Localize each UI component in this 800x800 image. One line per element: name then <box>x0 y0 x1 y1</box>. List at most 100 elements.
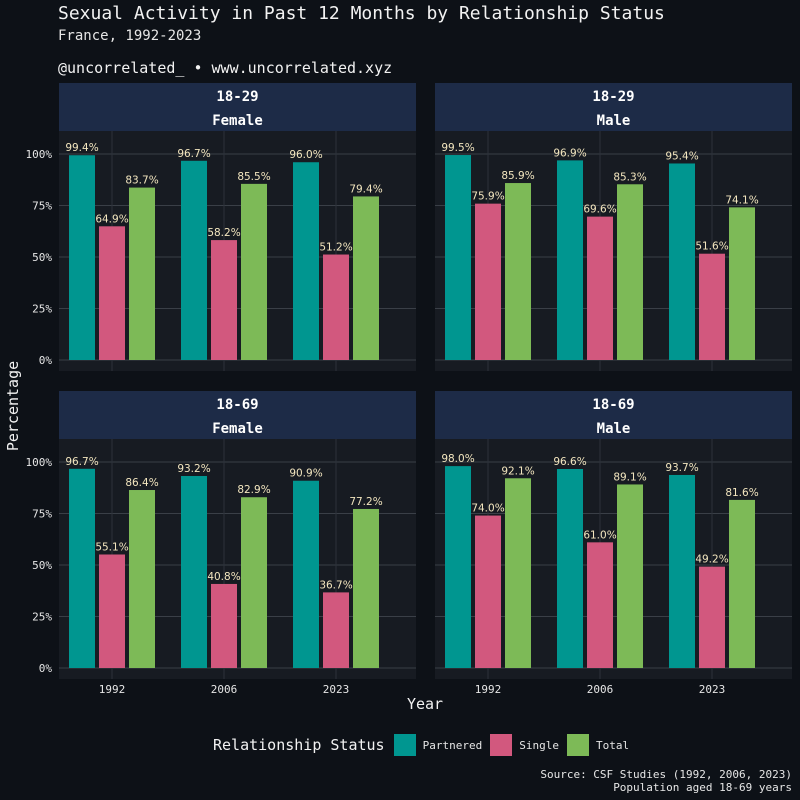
chart-subtitle: France, 1992-2023 <box>58 28 202 44</box>
panel-18-29-male-strip-age: 18-29 <box>592 89 634 105</box>
panel-18-69-female-bar-total-2023 <box>353 508 379 668</box>
x-tick-label-left-2023: 2023 <box>323 683 350 696</box>
panel-18-69-female-bar-single-1992 <box>99 554 125 668</box>
panel-18-29-female-bar-total-2006 <box>241 183 267 360</box>
panel-18-69-male-label-partnered-2023: 93.7% <box>665 462 698 474</box>
y-axis-title: Percentage <box>4 361 22 451</box>
x-tick-label-left-2006: 2006 <box>211 683 238 696</box>
legend-swatch-total <box>566 734 589 756</box>
y-tick-label-bottom-25: 25% <box>32 611 52 624</box>
chart-credit: @uncorrelated_ • www.uncorrelated.xyz <box>58 59 393 77</box>
legend: Relationship Status Partnered Single Tot… <box>213 733 637 757</box>
panel-18-69-male-label-single-2006: 61.0% <box>583 529 616 541</box>
panel-18-69-female-label-total-2006: 82.9% <box>237 484 270 496</box>
panel-18-69-female-bar-partnered-2023 <box>293 480 319 668</box>
y-tick-label-top-75: 75% <box>32 200 52 213</box>
panel-18-29-female-label-single-2006: 58.2% <box>207 227 240 239</box>
x-tick-label-left-1992: 1992 <box>99 683 126 696</box>
panel-18-29-female-label-single-1992: 64.9% <box>95 213 128 225</box>
panel-18-69-female-strip-sex: Female <box>212 421 263 437</box>
panel-18-69-male-label-total-2023: 81.6% <box>725 487 758 499</box>
panel-18-29-female-strip-age: 18-29 <box>216 89 258 105</box>
x-tick-label-right-2006: 2006 <box>587 683 614 696</box>
panel-18-29-male-label-single-2006: 69.6% <box>583 204 616 216</box>
panel-18-29-male-bar-total-2006 <box>617 184 643 360</box>
panel-18-29-female-bar-single-2006 <box>211 240 237 360</box>
panel-18-29-female-bar-total-1992 <box>129 187 155 360</box>
panel-18-69-female-bar-single-2023 <box>323 592 349 668</box>
y-tick-label-top-50: 50% <box>32 251 52 264</box>
panel-18-69-female-label-partnered-2023: 90.9% <box>289 468 322 480</box>
panel-18-69-male-label-total-2006: 89.1% <box>613 471 646 483</box>
panel-18-69-female-bar-total-1992 <box>129 490 155 668</box>
caption: Source: CSF Studies (1992, 2006, 2023) P… <box>540 768 792 794</box>
panel-18-69-female-label-partnered-1992: 96.7% <box>65 456 98 468</box>
panel-18-29-female-bar-single-2023 <box>323 254 349 360</box>
panel-18-29-male-strip <box>435 83 792 131</box>
y-tick-label-bottom-100: 100% <box>26 456 53 469</box>
panel-18-29-male-label-partnered-1992: 99.5% <box>441 142 474 154</box>
panel-18-29-female-label-partnered-2006: 96.7% <box>177 148 210 160</box>
panel-18-69-male-label-partnered-2006: 96.6% <box>553 456 586 468</box>
legend-label-partnered: Partnered <box>422 738 483 752</box>
legend-item-partnered: Partnered <box>393 734 483 756</box>
panel-18-29-male-label-single-1992: 75.9% <box>471 191 504 203</box>
panel-18-29-female-bar-partnered-2006 <box>181 160 207 360</box>
panel-18-69-female-strip-age: 18-69 <box>216 397 258 413</box>
panel-18-29-female-label-total-2006: 85.5% <box>237 171 270 183</box>
panel-18-29-female-strip <box>59 83 416 131</box>
panel-18-69-male-bar-partnered-2006 <box>557 469 583 668</box>
panel-18-29-female-label-partnered-1992: 99.4% <box>65 142 98 154</box>
chart-title: Sexual Activity in Past 12 Months by Rel… <box>58 3 665 24</box>
panel-18-29-male-label-partnered-2006: 96.9% <box>553 147 586 159</box>
panel-18-69-male-strip-sex: Male <box>597 421 631 437</box>
panel-18-69-male-bar-single-2006 <box>587 542 613 668</box>
x-tick-label-right-2023: 2023 <box>699 683 726 696</box>
panel-18-69-female-bar-single-2006 <box>211 583 237 668</box>
panel-18-29-male-label-total-1992: 85.9% <box>501 170 534 182</box>
panel-18-29-male-label-total-2006: 85.3% <box>613 171 646 183</box>
panel-18-29-male-bar-partnered-2023 <box>669 163 695 360</box>
panel-18-29-female-label-total-1992: 83.7% <box>125 175 158 187</box>
panel-18-69-male-bar-total-1992 <box>505 478 531 668</box>
panel-18-69-male-strip <box>435 391 792 439</box>
panel-18-29-male-label-total-2023: 74.1% <box>725 194 758 206</box>
panel-18-29-female-bar-partnered-1992 <box>69 155 95 360</box>
panel-18-69-male-bar-single-1992 <box>475 515 501 668</box>
y-tick-label-bottom-50: 50% <box>32 559 52 572</box>
panel-18-69-female-bar-total-2006 <box>241 497 267 668</box>
panel-18-29-female-label-total-2023: 79.4% <box>349 183 382 195</box>
panel-18-29-male-bar-partnered-1992 <box>445 155 471 360</box>
panel-18-29-female-label-single-2023: 51.2% <box>319 242 352 254</box>
panel-18-29-male-label-partnered-2023: 95.4% <box>665 150 698 162</box>
panel-18-29-female-label-partnered-2023: 96.0% <box>289 149 322 161</box>
y-tick-label-top-0: 0% <box>39 354 53 367</box>
legend-label-single: Single <box>519 738 559 752</box>
panel-18-69-male-bar-single-2023 <box>699 566 725 668</box>
panel-18-69-male-bar-total-2023 <box>729 499 755 668</box>
panel-18-69-male-label-single-1992: 74.0% <box>471 503 504 515</box>
panel-18-29-female-bar-single-1992 <box>99 226 125 360</box>
caption-source: Source: CSF Studies (1992, 2006, 2023) <box>540 768 792 781</box>
panel-18-69-male-label-single-2023: 49.2% <box>695 554 728 566</box>
y-tick-label-bottom-0: 0% <box>39 662 53 675</box>
legend-item-total: Total <box>566 734 630 756</box>
y-tick-label-top-100: 100% <box>26 148 53 161</box>
panel-18-69-female-label-single-2006: 40.8% <box>207 571 240 583</box>
panel-18-69-male-bar-total-2006 <box>617 484 643 668</box>
x-axis-title: Year <box>407 695 443 713</box>
panel-18-69-female-label-single-2023: 36.7% <box>319 579 352 591</box>
panel-18-69-female-bar-partnered-2006 <box>181 476 207 668</box>
panel-18-29-male-bar-partnered-2006 <box>557 160 583 360</box>
legend-label-total: Total <box>595 738 630 752</box>
panel-18-69-male-strip-age: 18-69 <box>592 397 634 413</box>
panel-18-69-female-label-total-2023: 77.2% <box>349 496 382 508</box>
panel-18-29-male-bar-total-1992 <box>505 183 531 360</box>
y-tick-label-top-25: 25% <box>32 303 52 316</box>
panel-18-29-male-bar-total-2023 <box>729 207 755 360</box>
panel-18-29-female-bar-partnered-2023 <box>293 162 319 360</box>
panel-18-29-male-bar-single-1992 <box>475 203 501 360</box>
legend-item-single: Single <box>490 734 559 756</box>
panel-18-69-female-bar-partnered-1992 <box>69 468 95 668</box>
